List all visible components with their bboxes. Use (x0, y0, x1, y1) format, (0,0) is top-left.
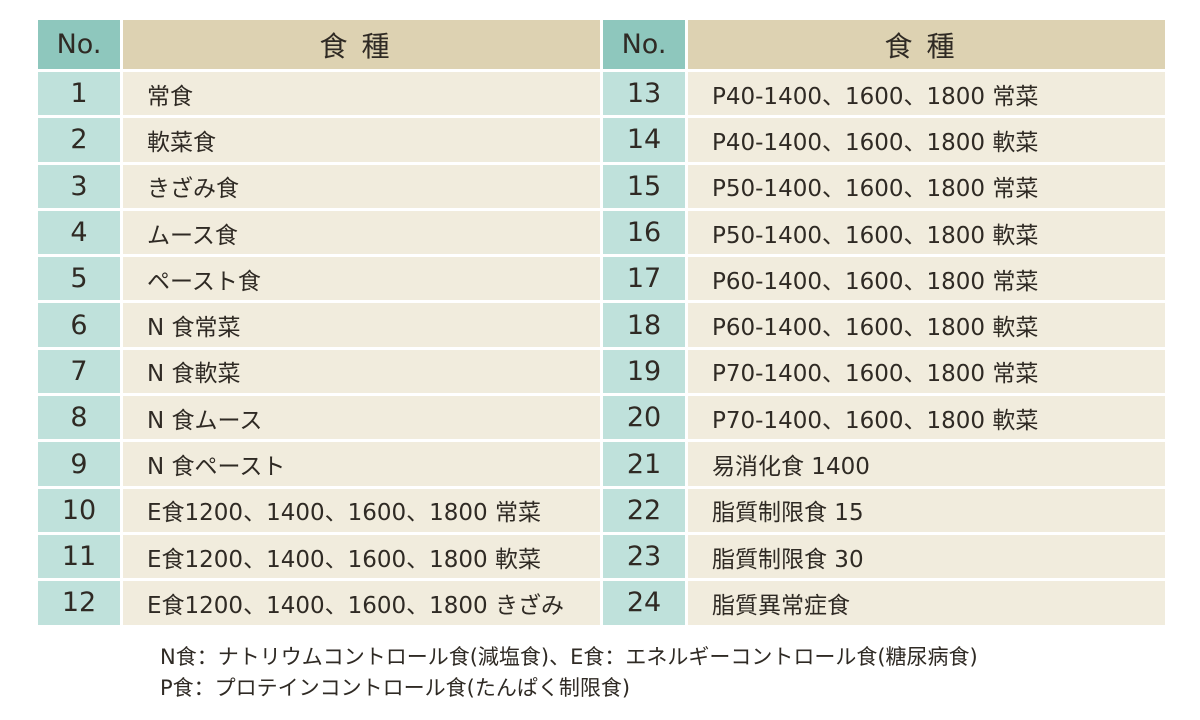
row-number: 6 (38, 303, 120, 347)
row-number: 23 (603, 534, 685, 579)
header-type-left: 食種 (123, 20, 600, 69)
meal-type-name: E食1200、1400、1600、1800 軟菜 (123, 534, 600, 579)
row-number: 20 (603, 396, 685, 440)
row-number: 3 (38, 164, 120, 208)
meal-type-name: 軟菜食 (123, 118, 600, 162)
row-number: 21 (603, 442, 685, 486)
meal-type-name: N 食常菜 (123, 303, 600, 347)
row-number: 5 (38, 257, 120, 301)
row-number: 11 (38, 534, 120, 579)
meal-type-name: N 食ムース (123, 396, 600, 440)
footnote-line: P食：プロテインコントロール食(たんぱく制限食) (160, 676, 631, 700)
meal-type-name: 易消化食 1400 (688, 442, 1165, 486)
row-number: 9 (38, 442, 120, 486)
meal-type-name: ペースト食 (123, 257, 600, 301)
meal-type-table: No. 食種 No. 食種 1 常食 13 P40-1400、1600、1800 常菜… (38, 20, 1165, 625)
row-number: 17 (603, 257, 685, 301)
row-number: 18 (603, 303, 685, 347)
header-no-right: No. (603, 20, 685, 69)
row-number: 24 (603, 581, 685, 625)
meal-type-name: E食1200、1400、1600、1800 きざみ (123, 581, 600, 625)
header-type-right: 食種 (688, 20, 1165, 69)
meal-type-name: P60-1400、1600、1800 軟菜 (688, 303, 1165, 347)
meal-type-name: P70-1400、1600、1800 軟菜 (688, 396, 1165, 440)
meal-type-name: E食1200、1400、1600、1800 常菜 (123, 488, 600, 532)
row-number: 16 (603, 210, 685, 255)
meal-type-name: きざみ食 (123, 164, 600, 208)
row-number: 14 (603, 118, 685, 162)
meal-type-name: P40-1400、1600、1800 軟菜 (688, 118, 1165, 162)
row-number: 8 (38, 396, 120, 440)
meal-type-name: 脂質異常症食 (688, 581, 1165, 625)
meal-type-name: P60-1400、1600、1800 常菜 (688, 257, 1165, 301)
row-number: 1 (38, 72, 120, 116)
row-number: 15 (603, 164, 685, 208)
row-number: 10 (38, 488, 120, 532)
row-number: 2 (38, 118, 120, 162)
row-number: 7 (38, 349, 120, 394)
meal-type-name: ムース食 (123, 210, 600, 255)
row-number: 22 (603, 488, 685, 532)
row-number: 19 (603, 349, 685, 394)
meal-type-name: 脂質制限食 30 (688, 534, 1165, 579)
row-number: 13 (603, 72, 685, 116)
meal-type-name: P50-1400、1600、1800 軟菜 (688, 210, 1165, 255)
meal-type-name: 常食 (123, 72, 600, 116)
meal-type-name: N 食軟菜 (123, 349, 600, 394)
meal-type-name: P70-1400、1600、1800 常菜 (688, 349, 1165, 394)
meal-type-name: 脂質制限食 15 (688, 488, 1165, 532)
header-no-left: No. (38, 20, 120, 69)
footnotes: N食：ナトリウムコントロール食(減塩食)、E食：エネルギーコントロール食(糖尿病… (160, 642, 978, 704)
meal-type-name: P50-1400、1600、1800 常菜 (688, 164, 1165, 208)
row-number: 4 (38, 210, 120, 255)
meal-type-name: P40-1400、1600、1800 常菜 (688, 72, 1165, 116)
row-number: 12 (38, 581, 120, 625)
meal-type-name: N 食ペースト (123, 442, 600, 486)
footnote-line: N食：ナトリウムコントロール食(減塩食)、E食：エネルギーコントロール食(糖尿病… (160, 645, 978, 669)
